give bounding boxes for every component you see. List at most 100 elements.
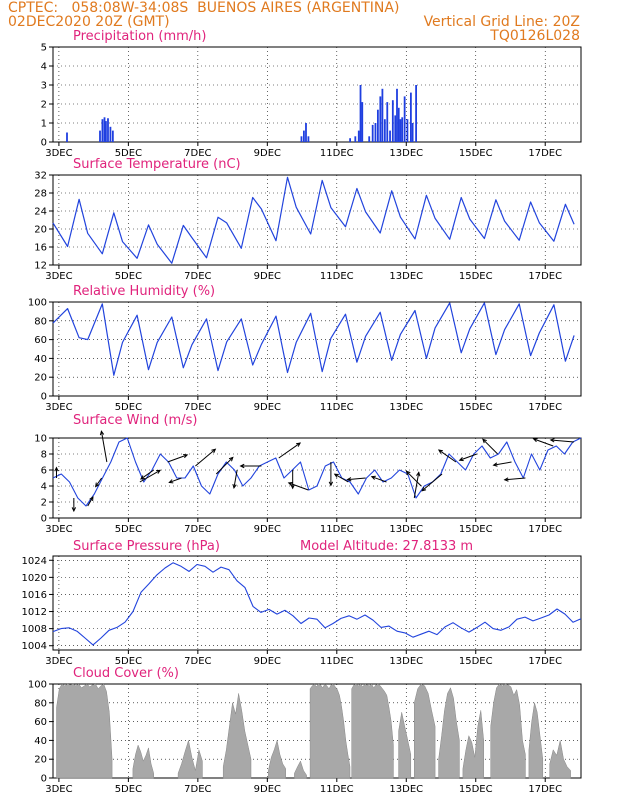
x-tick-label: 7DEC bbox=[184, 402, 211, 413]
x-tick-label: 9DEC bbox=[254, 524, 281, 535]
x-tick-label: 17DEC bbox=[528, 784, 562, 795]
wind-arrow-shaft bbox=[493, 461, 512, 466]
wind-arrow-shaft bbox=[347, 477, 366, 481]
x-tick-label: 7DEC bbox=[184, 148, 211, 159]
series-line bbox=[52, 302, 575, 376]
x-tick-label: 13DEC bbox=[389, 402, 423, 413]
y-tick-label: 60 bbox=[34, 717, 47, 728]
wind-arrow bbox=[195, 448, 217, 467]
wind-arrow-shaft bbox=[438, 449, 457, 463]
wind-arrow-shaft bbox=[215, 457, 234, 475]
precip-bar bbox=[105, 121, 107, 142]
x-tick-label: 17DEC bbox=[528, 656, 562, 667]
precip-bar bbox=[383, 119, 386, 142]
x-tick-label: 11DEC bbox=[320, 784, 354, 795]
y-tick-label: 0 bbox=[41, 392, 47, 403]
y-tick-label: 24 bbox=[34, 207, 47, 218]
wind-arrow-shaft bbox=[371, 476, 387, 483]
x-tick-label: 3DEC bbox=[45, 784, 72, 795]
wind-arrow-shaft bbox=[95, 477, 103, 487]
precip-bar bbox=[396, 88, 398, 142]
x-tick-label: 5DEC bbox=[115, 524, 142, 535]
wind-arrow-shaft bbox=[533, 438, 554, 447]
precip-bar bbox=[368, 136, 371, 142]
precip-bar bbox=[376, 109, 379, 142]
y-tick-label: 3 bbox=[41, 81, 47, 92]
precip-bar bbox=[403, 96, 406, 142]
y-tick-label: 1020 bbox=[22, 573, 47, 584]
x-tick-label: 13DEC bbox=[389, 271, 423, 282]
wind-arrow bbox=[437, 449, 457, 463]
wind-arrow-head bbox=[421, 486, 427, 492]
wind-arrow-head bbox=[290, 484, 295, 490]
precip-bar bbox=[101, 119, 104, 142]
y-tick-label: 0 bbox=[41, 514, 47, 525]
x-tick-label: 15DEC bbox=[459, 148, 493, 159]
x-tick-label: 9DEC bbox=[254, 656, 281, 667]
wind-arrow-head bbox=[370, 475, 376, 480]
precip-bar bbox=[397, 107, 400, 142]
precip-bar bbox=[111, 130, 114, 142]
panel-title: Cloud Cover (%) bbox=[73, 666, 179, 681]
wind-arrow-shaft bbox=[413, 472, 420, 499]
precip-bar bbox=[305, 123, 307, 142]
wind-arrow bbox=[71, 498, 77, 513]
cloud-area bbox=[398, 712, 412, 779]
wind-arrow-head bbox=[333, 473, 339, 478]
wind-arrow-shaft bbox=[550, 439, 575, 443]
cloud-area bbox=[268, 740, 286, 779]
cloud-area bbox=[528, 702, 544, 779]
header-datetime: 02DEC2020 20Z (GMT) bbox=[8, 14, 170, 30]
wind-arrow-shaft bbox=[504, 477, 526, 481]
x-tick-label: 13DEC bbox=[389, 784, 423, 795]
y-tick-label: 4 bbox=[41, 62, 47, 73]
y-tick-label: 1016 bbox=[22, 590, 47, 601]
x-tick-label: 3DEC bbox=[45, 656, 72, 667]
x-tick-label: 5DEC bbox=[115, 402, 142, 413]
y-tick-label: 16 bbox=[34, 243, 47, 254]
precip-bar bbox=[109, 126, 112, 142]
wind-arrow bbox=[492, 461, 512, 467]
x-tick-label: 9DEC bbox=[254, 402, 281, 413]
wind-arrow bbox=[99, 430, 108, 463]
y-tick-label: 1012 bbox=[22, 607, 47, 618]
wind-arrow bbox=[232, 469, 238, 490]
y-tick-label: 40 bbox=[34, 354, 47, 365]
x-tick-label: 3DEC bbox=[45, 271, 72, 282]
y-tick-label: 60 bbox=[34, 335, 47, 346]
y-tick-label: 12 bbox=[34, 261, 47, 272]
wind-arrow-head bbox=[287, 481, 293, 487]
precip-bar bbox=[303, 130, 305, 142]
y-tick-label: 2 bbox=[41, 498, 47, 509]
precip-bar bbox=[307, 136, 310, 142]
y-tick-label: 8 bbox=[41, 450, 47, 461]
wind-arrow-head bbox=[232, 483, 237, 490]
x-tick-label: 13DEC bbox=[389, 524, 423, 535]
x-tick-label: 7DEC bbox=[184, 656, 211, 667]
wind-arrow-shaft bbox=[233, 469, 238, 489]
wind-arrow-shaft bbox=[406, 470, 422, 487]
wind-arrow-head bbox=[54, 466, 59, 472]
wind-arrow-head bbox=[458, 457, 464, 462]
x-tick-label: 11DEC bbox=[320, 271, 354, 282]
wind-arrow bbox=[54, 466, 59, 478]
y-tick-label: 80 bbox=[34, 316, 47, 327]
wind-arrow-head bbox=[416, 471, 421, 477]
wind-arrow-head bbox=[183, 453, 189, 459]
precip-bar bbox=[399, 119, 402, 142]
panel-frame bbox=[52, 301, 582, 397]
wind-arrow bbox=[239, 463, 262, 469]
wind-arrow-shaft bbox=[421, 473, 443, 492]
panel-frame bbox=[52, 46, 582, 143]
y-tick-label: 2 bbox=[41, 100, 47, 111]
precip-bar bbox=[379, 96, 382, 142]
header-grid-note: Vertical Grid Line: 20Z bbox=[423, 14, 580, 30]
precip-bar bbox=[409, 92, 412, 142]
wind-arrow-head bbox=[405, 470, 411, 476]
wind-arrow bbox=[95, 477, 103, 488]
wind-arrow-head bbox=[346, 477, 352, 482]
x-tick-label: 15DEC bbox=[459, 271, 493, 282]
precip-bar bbox=[349, 138, 351, 142]
series-line bbox=[52, 437, 582, 507]
x-tick-label: 11DEC bbox=[320, 656, 354, 667]
